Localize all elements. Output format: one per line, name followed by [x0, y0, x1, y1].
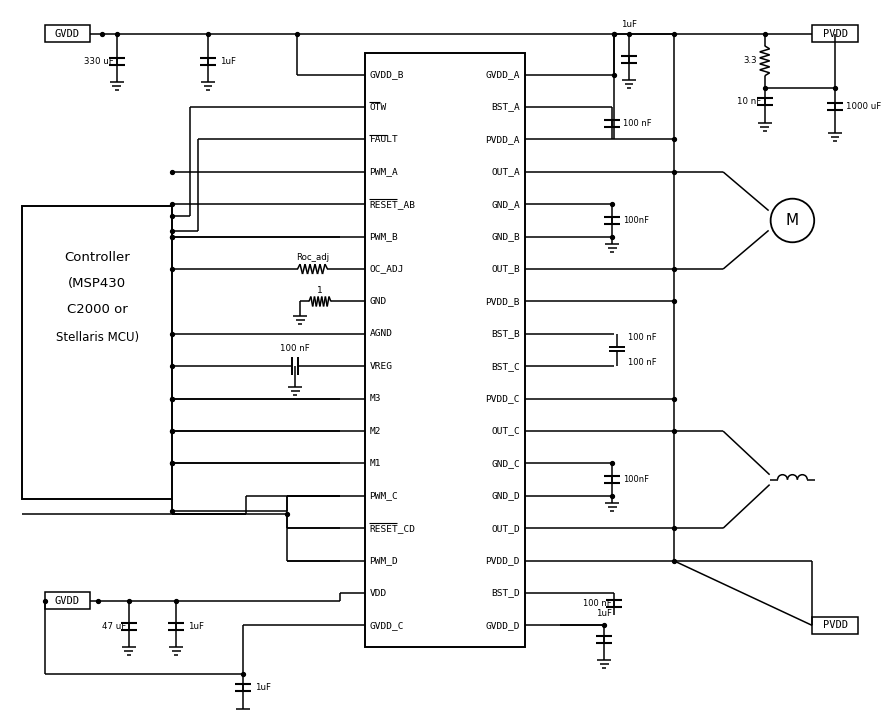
Text: OUT_B: OUT_B [491, 265, 520, 274]
Text: BST_D: BST_D [491, 588, 520, 598]
Text: GVDD_C: GVDD_C [369, 621, 404, 630]
Bar [44, 592, 90, 609]
Bar [22, 207, 173, 498]
Text: 47 uF: 47 uF [102, 622, 126, 631]
Text: OUT_C: OUT_C [491, 427, 520, 435]
Text: PWM_A: PWM_A [369, 167, 398, 177]
Text: OTW: OTW [369, 102, 386, 112]
Text: VREG: VREG [369, 362, 392, 371]
Text: 100 nF: 100 nF [582, 599, 611, 608]
Text: GVDD: GVDD [55, 29, 80, 39]
Text: M3: M3 [369, 394, 381, 403]
Text: PWM_C: PWM_C [369, 491, 398, 500]
Text: RESET_CD: RESET_CD [369, 524, 416, 533]
Text: Controller: Controller [64, 252, 130, 265]
Text: 10 nF: 10 nF [737, 97, 762, 107]
Text: FAULT: FAULT [369, 135, 398, 144]
Text: GND_A: GND_A [491, 199, 520, 209]
Text: 100 nF: 100 nF [623, 119, 652, 128]
Text: M1: M1 [369, 459, 381, 468]
Text: PVDD_B: PVDD_B [486, 297, 520, 306]
Text: OUT_A: OUT_A [491, 167, 520, 177]
Text: GND_C: GND_C [491, 459, 520, 468]
Text: PVDD_A: PVDD_A [486, 135, 520, 144]
Text: (MSP430: (MSP430 [68, 277, 126, 290]
Text: 1uF: 1uF [596, 608, 612, 618]
Text: 330 uF: 330 uF [84, 56, 114, 66]
Text: PVDD_C: PVDD_C [486, 394, 520, 403]
Text: OC_ADJ: OC_ADJ [369, 265, 404, 274]
Text: PVDD: PVDD [822, 29, 848, 39]
Text: C2000 or: C2000 or [66, 303, 128, 316]
Text: BST_C: BST_C [491, 362, 520, 371]
Text: 100 nF: 100 nF [280, 345, 310, 353]
Text: 1000 uF: 1000 uF [846, 102, 882, 112]
Bar [44, 25, 90, 42]
Text: 1: 1 [317, 285, 323, 295]
Text: PVDD: PVDD [822, 621, 848, 631]
Text: Roc_adj: Roc_adj [296, 253, 329, 262]
Bar [364, 53, 525, 647]
Text: 100 nF: 100 nF [628, 358, 657, 367]
Text: PWM_B: PWM_B [369, 232, 398, 241]
Text: AGND: AGND [369, 330, 392, 338]
Text: 100nF: 100nF [623, 475, 649, 484]
Text: GND_D: GND_D [491, 491, 520, 500]
Text: GVDD_B: GVDD_B [369, 70, 404, 79]
Text: BST_A: BST_A [491, 102, 520, 112]
Text: RESET_AB: RESET_AB [369, 199, 416, 209]
Text: 1uF: 1uF [621, 19, 637, 29]
Text: GND: GND [369, 297, 386, 306]
Text: 100nF: 100nF [623, 216, 649, 225]
Text: 1uF: 1uF [220, 56, 236, 66]
Text: PWM_D: PWM_D [369, 556, 398, 565]
Text: OUT_D: OUT_D [491, 524, 520, 533]
Text: Stellaris MCU): Stellaris MCU) [56, 331, 138, 344]
Text: M2: M2 [369, 427, 381, 435]
Text: M: M [786, 213, 799, 228]
Text: 3.3: 3.3 [743, 56, 757, 65]
Text: GVDD_D: GVDD_D [486, 621, 520, 630]
Bar [812, 25, 858, 42]
Text: 1uF: 1uF [254, 684, 270, 692]
Text: GVDD: GVDD [55, 596, 80, 606]
Text: GVDD_A: GVDD_A [486, 70, 520, 79]
Text: PVDD_D: PVDD_D [486, 556, 520, 565]
Text: VDD: VDD [369, 588, 386, 598]
Text: BST_B: BST_B [491, 330, 520, 338]
Text: GND_B: GND_B [491, 232, 520, 241]
Text: 1uF: 1uF [188, 622, 204, 631]
Bar [812, 617, 858, 634]
Text: 100 nF: 100 nF [628, 333, 657, 342]
